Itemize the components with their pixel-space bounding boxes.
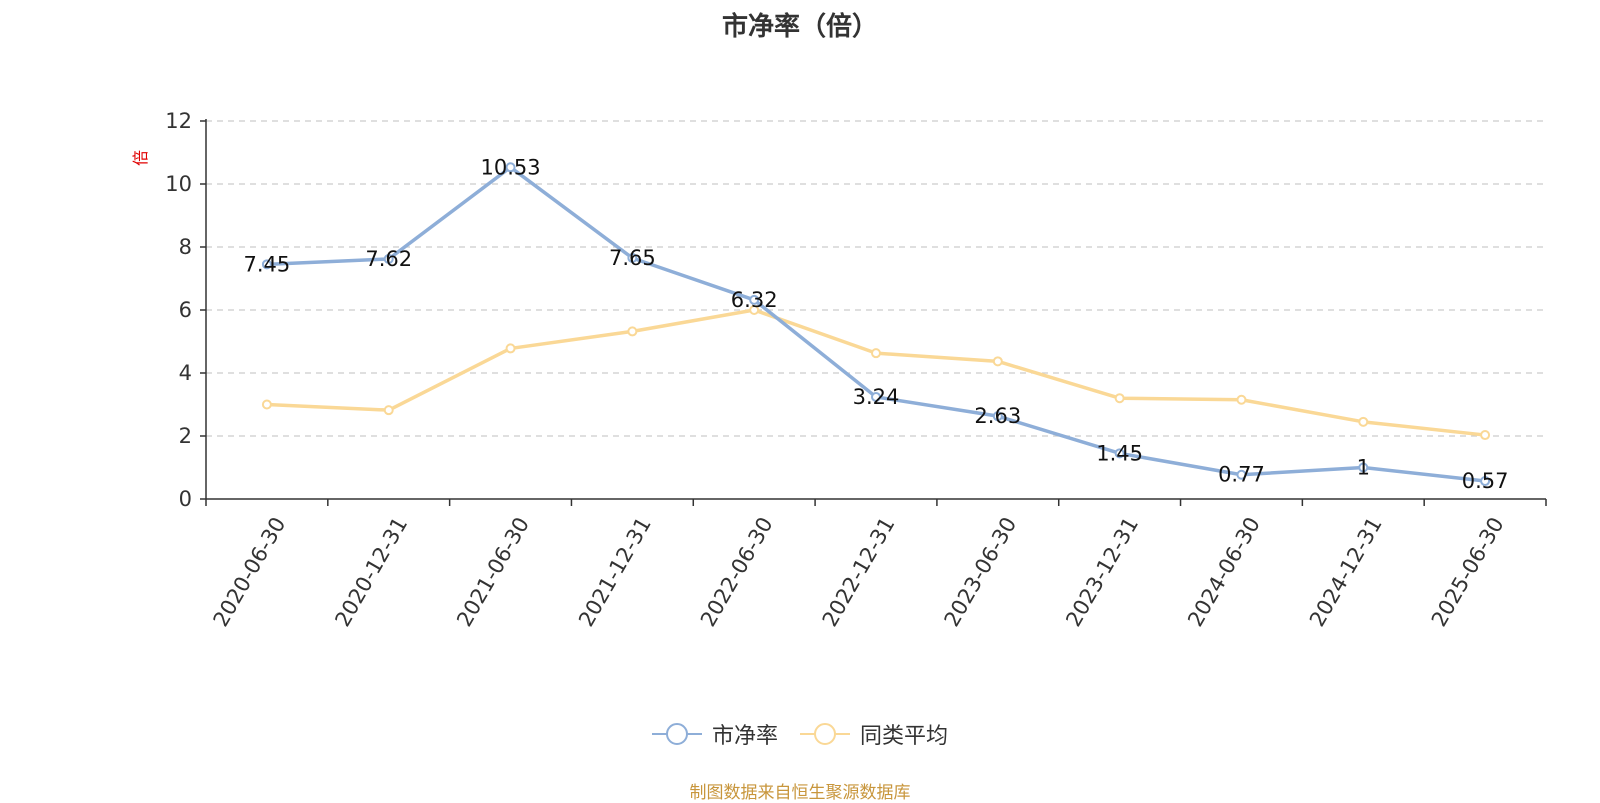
data-point-series-1 — [261, 259, 272, 270]
series-line-1 — [266, 165, 1486, 483]
data-label: 3.24 — [853, 385, 900, 409]
data-labels: 7.45 7.62 10.53 7.65 6.32 3.24 2.63 1.45 0.77 1 0.… — [244, 155, 1509, 493]
y-tick-label: 2 — [179, 424, 192, 448]
data-point-series-1 — [383, 253, 394, 264]
data-point-series-2 — [1114, 393, 1125, 404]
data-point-series-2 — [505, 343, 516, 354]
y-tick-label: 12 — [165, 109, 192, 133]
x-tick-label: 2024-12-31 — [1305, 513, 1387, 631]
data-label: 6.32 — [731, 288, 778, 312]
data-point-series-1 — [1480, 476, 1491, 487]
data-label: 7.65 — [609, 246, 656, 270]
x-tick-label: 2020-06-30 — [209, 513, 291, 631]
data-point-series-2 — [627, 326, 638, 337]
data-point-series-1 — [1236, 469, 1247, 480]
grid-lines — [206, 120, 1546, 437]
legend-item-series-1[interactable]: 市净率 — [651, 718, 778, 750]
y-tick-label: 0 — [179, 487, 192, 511]
x-tick-label: 2021-06-30 — [452, 513, 534, 631]
x-tick-label: 2020-12-31 — [330, 513, 412, 631]
data-point-series-2 — [871, 348, 881, 359]
legend-marker-series-2 — [800, 723, 850, 745]
data-label: 7.45 — [244, 252, 291, 276]
data-point-series-2 — [383, 405, 394, 416]
data-point-series-1 — [1358, 462, 1369, 473]
data-label: 0.57 — [1462, 469, 1509, 493]
legend-marker-series-1 — [651, 723, 702, 745]
series — [261, 162, 1491, 487]
axes: 0 2 4 6 8 10 12 2020-06-30 2020-12-31 2021-06-30 2… — [165, 109, 1547, 631]
data-point-series-2 — [1236, 394, 1247, 405]
x-tick-label: 2022-12-31 — [818, 513, 900, 631]
data-point-series-2 — [992, 356, 1003, 367]
data-point-series-1 — [1114, 448, 1125, 459]
x-tick-label: 2022-06-30 — [696, 513, 778, 631]
y-tick-label: 6 — [179, 298, 192, 322]
data-point-series-2 — [261, 399, 272, 410]
data-label: 7.62 — [365, 247, 412, 271]
source-note: 制图数据来自恒生聚源数据库 — [689, 783, 911, 803]
data-point-series-2 — [1358, 416, 1369, 427]
y-tick-label: 4 — [179, 361, 192, 385]
data-label: 1 — [1357, 456, 1370, 480]
x-tick-label: 2021-12-31 — [574, 513, 656, 631]
data-point-series-1 — [992, 411, 1003, 422]
legend: 市净率 同类平均 — [0, 718, 1600, 750]
data-point-series-1 — [505, 162, 516, 173]
legend-item-series-2[interactable]: 同类平均 — [800, 718, 948, 750]
legend-label-series-1: 市净率 — [711, 724, 778, 749]
data-label: 1.45 — [1096, 441, 1143, 465]
x-tick-label: 2023-12-31 — [1061, 513, 1143, 631]
legend-label-series-2: 同类平均 — [860, 724, 949, 749]
data-point-series-2 — [1480, 430, 1491, 441]
data-point-series-1 — [749, 294, 760, 305]
x-tick-label: 2025-06-30 — [1427, 513, 1509, 631]
data-point-series-2 — [749, 305, 760, 315]
data-point-series-1 — [627, 253, 638, 264]
data-label: 0.77 — [1218, 463, 1265, 487]
y-unit-label: 倍 — [131, 150, 150, 166]
x-tick-label: 2023-06-30 — [940, 513, 1022, 631]
y-tick-label: 8 — [179, 235, 192, 259]
x-tick-label: 2024-06-30 — [1183, 513, 1265, 631]
chart-title: 市净率（倍） — [721, 12, 878, 42]
y-tick-label: 10 — [165, 172, 192, 196]
data-point-series-1 — [871, 391, 881, 402]
data-label: 10.53 — [480, 155, 540, 179]
data-label: 2.63 — [974, 404, 1021, 428]
